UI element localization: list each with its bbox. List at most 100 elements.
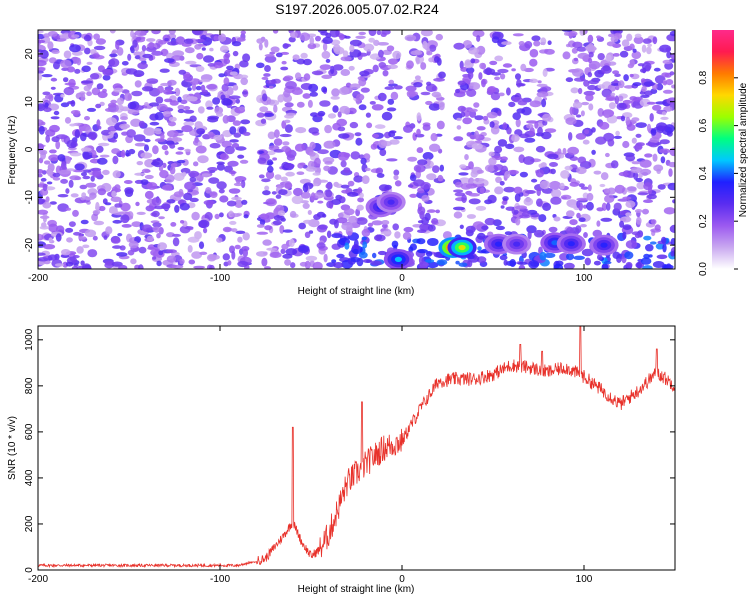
heatmap-cell [666, 51, 672, 59]
heatmap-cell [65, 156, 71, 164]
heatmap-cell [563, 262, 575, 269]
heatmap-cell [40, 177, 47, 182]
heatmap-cell [404, 34, 417, 42]
heatmap-cell [154, 205, 165, 210]
heatmap-cell [477, 250, 487, 254]
heatmap-cell [331, 233, 343, 239]
heatmap-cell [123, 180, 133, 184]
heatmap-cell [356, 217, 368, 225]
heatmap-cell [501, 41, 512, 45]
heatmap-cell [584, 257, 591, 266]
heatmap-cell [187, 245, 193, 253]
heatmap-cell [518, 264, 526, 269]
heatmap-cell [206, 106, 214, 110]
heatmap-cell [237, 154, 245, 159]
heatmap-cell [341, 222, 353, 231]
heatmap-cell [645, 244, 654, 252]
heatmap-cell [481, 79, 486, 88]
heatmap-cell [263, 73, 271, 77]
heatmap-cell [201, 47, 206, 51]
heatmap-cell [93, 220, 105, 226]
heatmap-cell [499, 181, 505, 186]
heatmap-cell [278, 189, 288, 196]
heatmap-cell [127, 101, 137, 110]
heatmap-cell [468, 47, 480, 55]
heatmap-cell [498, 92, 505, 97]
heatmap-cell [227, 160, 239, 167]
heatmap-cell [291, 87, 303, 95]
heatmap-cell [300, 191, 311, 199]
heatmap-cell [635, 133, 642, 138]
heatmap-cell [38, 169, 44, 174]
heatmap-cell [284, 124, 293, 133]
heatmap-cell [92, 53, 100, 59]
heatmap-cell [462, 117, 473, 125]
heatmap-cell [669, 71, 675, 76]
heatmap-cell [562, 147, 567, 155]
heatmap-cell [234, 244, 241, 250]
heatmap-cell [235, 146, 247, 151]
heatmap-cell [90, 175, 95, 182]
heatmap-cell [195, 38, 205, 43]
heatmap-cell [184, 181, 196, 191]
heatmap-cell [476, 169, 484, 174]
heatmap-cell [494, 145, 503, 154]
heatmap-cell [183, 192, 193, 201]
heatmap-cell [460, 111, 466, 118]
heatmap-cell [429, 143, 441, 152]
heatmap-cell [627, 63, 634, 69]
heatmap-cell [239, 60, 249, 68]
heatmap-cell [634, 209, 643, 213]
heatmap-cell [312, 261, 323, 269]
heatmap-cell [53, 61, 60, 70]
heatmap-cell [275, 194, 282, 199]
heatmap-cell [38, 67, 46, 72]
heatmap-cell [547, 153, 559, 160]
heatmap-cell [103, 235, 108, 240]
heatmap-cell [386, 45, 395, 52]
snr-series-line [38, 326, 675, 569]
heatmap-cell [472, 30, 485, 38]
heatmap-cell [488, 151, 495, 157]
heatmap-cell [336, 253, 345, 259]
heatmap-cell [113, 87, 124, 93]
heatmap-cell [489, 60, 498, 66]
heatmap-cell [84, 116, 90, 121]
heatmap-cell [169, 100, 179, 106]
heatmap-cell [497, 68, 509, 74]
heatmap-cell [107, 102, 117, 108]
heatmap-cell [273, 149, 285, 153]
heatmap-cell [258, 43, 263, 51]
heatmap-cell [392, 223, 400, 231]
heatmap-cell [237, 260, 249, 268]
heatmap-cell [325, 183, 330, 189]
heatmap-cell [656, 254, 668, 260]
heatmap-cell [221, 98, 232, 106]
heatmap-cell [409, 193, 418, 198]
heatmap-cell [622, 196, 632, 200]
heatmap-cell [320, 31, 329, 36]
heatmap-cell [138, 246, 147, 254]
heatmap-cell [349, 39, 362, 47]
heatmap-cell [567, 146, 579, 155]
heatmap-cell [72, 209, 79, 217]
heatmap-cell [640, 257, 652, 265]
heatmap-cell [289, 31, 298, 39]
heatmap-cell [188, 170, 200, 178]
heatmap-cell [533, 229, 545, 238]
heatmap-cell [203, 227, 208, 234]
heatmap-cell [500, 73, 506, 80]
x-tick-label: 100 [576, 273, 593, 284]
heatmap-cell [167, 41, 179, 46]
heatmap-cell [562, 51, 571, 60]
heatmap-cell [294, 72, 302, 80]
heatmap-cell [663, 106, 673, 112]
heatmap-cell [116, 252, 128, 257]
heatmap-cell [174, 204, 180, 213]
heatmap-cell [586, 192, 594, 201]
heatmap-cell [108, 58, 120, 67]
heatmap-cell [38, 173, 43, 178]
heatmap-cell [359, 192, 364, 199]
heatmap-cell [58, 169, 71, 175]
heatmap-cell [309, 91, 318, 97]
